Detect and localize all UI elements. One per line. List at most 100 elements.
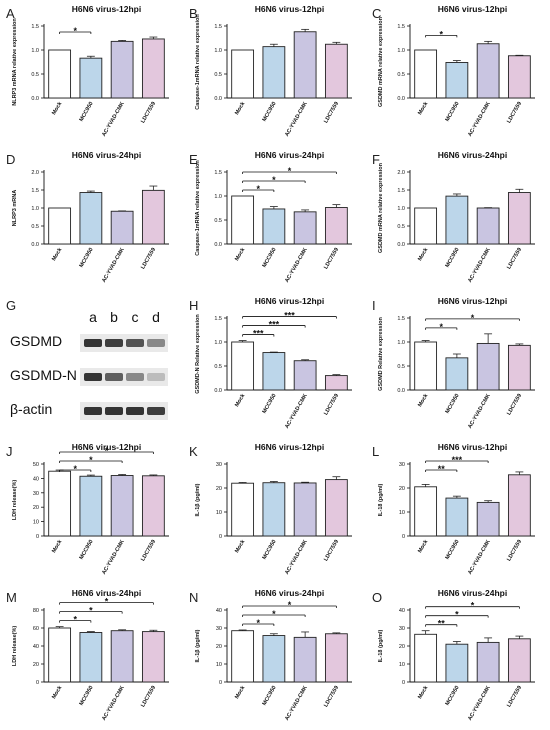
y-tick-label: 30 bbox=[216, 462, 222, 468]
x-category-label: AC-YVAD-CMK bbox=[467, 393, 492, 430]
bar-mcc950 bbox=[79, 475, 103, 537]
x-category-label: MCC950 bbox=[262, 247, 278, 269]
x-category-label: LDC7559 bbox=[140, 101, 157, 124]
significance-label: * bbox=[73, 26, 77, 36]
panel-d: D H6N6 virus-24hpi NLRP3 mRNA 0.0 0.5 1.0 1.5 2… bbox=[6, 150, 169, 284]
panel-l: L H6N6 virus-12hpi IL-18 (pg/ml) 0 10 20 30 Moc… bbox=[372, 442, 535, 576]
x-category-label: MCC950 bbox=[262, 101, 278, 123]
chart-title: H6N6 virus-12hpi bbox=[72, 4, 141, 14]
x-category-label: LDC7559 bbox=[323, 247, 340, 270]
y-tick-label: 10 bbox=[216, 510, 222, 516]
panel-a: A H6N6 virus-12hpi NLRP3 mRNA relative exp… bbox=[6, 4, 169, 138]
y-axis-label: Caspase-1mRNA relative expression bbox=[195, 160, 201, 256]
bar-mock bbox=[48, 207, 72, 245]
y-axis-label: IL-1β (pg/ml) bbox=[195, 483, 201, 516]
significance-label: * bbox=[455, 610, 459, 620]
x-category-label: LDC7559 bbox=[140, 685, 157, 708]
panel-i: I H6N6 virus-12hpi GSDMD Relative expressi… bbox=[372, 296, 535, 430]
y-tick-label: 1.5 bbox=[397, 24, 405, 30]
bar-ldc7559 bbox=[324, 633, 348, 683]
y-axis-label: NLRP3 mRNA bbox=[12, 190, 18, 226]
x-category-label: Mock bbox=[417, 684, 430, 700]
x-category-label: LDC7559 bbox=[506, 247, 523, 270]
bar-ac-yvad-cmk bbox=[476, 342, 500, 391]
chart-title: H6N6 virus-12hpi bbox=[438, 442, 507, 452]
y-tick-label: 20 bbox=[33, 505, 39, 511]
bar-ac-yvad-cmk bbox=[110, 210, 134, 245]
panel-b: B H6N6 virus-12hpi Caspase-1mRNA relative … bbox=[189, 4, 352, 138]
panel-k: K H6N6 virus-12hpi IL-1β (pg/ml) 0 10 20 30 Moc… bbox=[189, 442, 352, 576]
x-category-label: MCC950 bbox=[79, 685, 95, 707]
y-tick-label: 10 bbox=[216, 662, 222, 668]
y-tick-label: 60 bbox=[33, 626, 39, 632]
bar-ac-yvad-cmk bbox=[293, 482, 317, 537]
bar-ac-yvad-cmk bbox=[293, 211, 317, 245]
y-axis-label: NLRP3 mRNA relative expression bbox=[12, 18, 18, 106]
y-tick-label: 1.5 bbox=[397, 316, 405, 322]
significance-label: ** bbox=[438, 619, 446, 629]
significance-label: * bbox=[288, 166, 292, 176]
blot-band bbox=[126, 339, 144, 347]
x-category-label: Mock bbox=[234, 538, 247, 554]
x-category-label: LDC7559 bbox=[323, 685, 340, 708]
bar-ldc7559 bbox=[141, 631, 165, 683]
panel-h: H H6N6 virus-12hpi GSDMD-N Relative expres… bbox=[189, 296, 352, 430]
x-category-label: AC-YVAD-CMK bbox=[467, 247, 492, 284]
x-category-label: AC-YVAD-CMK bbox=[467, 539, 492, 576]
significance-label: * bbox=[439, 29, 443, 39]
x-category-label: AC-YVAD-CMK bbox=[467, 101, 492, 138]
significance-label: *** bbox=[253, 329, 264, 339]
y-axis-label: LDH release(%) bbox=[12, 626, 18, 667]
panel-n: N H6N6 virus-24hpi IL-1β (pg/ml) 0 10 20 30 40 M… bbox=[189, 588, 352, 722]
y-tick-label: 0.0 bbox=[214, 388, 222, 394]
lane-label: d bbox=[152, 309, 160, 325]
panel-label: J bbox=[6, 444, 13, 459]
significance-label: *** bbox=[284, 311, 295, 321]
bar-mcc950 bbox=[262, 208, 286, 245]
y-tick-label: 0.0 bbox=[397, 96, 405, 102]
bar-ac-yvad-cmk bbox=[110, 40, 134, 99]
y-tick-label: 1.0 bbox=[31, 48, 39, 54]
chart-title: H6N6 virus-24hpi bbox=[438, 588, 507, 598]
bar-mcc950 bbox=[445, 357, 469, 391]
x-category-label: Mock bbox=[234, 246, 247, 262]
significance-label: * bbox=[272, 175, 276, 185]
y-tick-label: 40 bbox=[399, 608, 405, 614]
panel-m: M H6N6 virus-24hpi LDH release(%) 0 20 40 60 80… bbox=[6, 588, 169, 722]
bar-ldc7559 bbox=[324, 375, 348, 391]
x-category-label: AC-YVAD-CMK bbox=[101, 685, 126, 722]
blot-band bbox=[105, 407, 123, 415]
bar-mcc950 bbox=[445, 62, 469, 99]
blot-band bbox=[84, 407, 102, 415]
bar-ac-yvad-cmk bbox=[476, 501, 500, 537]
chart-title: H6N6 virus-12hpi bbox=[438, 4, 507, 14]
y-tick-label: 0.0 bbox=[214, 242, 222, 248]
significance-label: * bbox=[288, 600, 292, 610]
bar-ldc7559 bbox=[141, 475, 165, 537]
blot-band bbox=[147, 339, 165, 347]
chart-title: H6N6 virus-24hpi bbox=[72, 150, 141, 160]
y-tick-label: 0.5 bbox=[214, 72, 222, 78]
significance-label: * bbox=[471, 313, 475, 323]
bar-ldc7559 bbox=[507, 192, 531, 245]
y-tick-label: 20 bbox=[216, 644, 222, 650]
y-tick-label: 20 bbox=[216, 486, 222, 492]
bar-ac-yvad-cmk bbox=[476, 43, 500, 99]
y-tick-label: 0.5 bbox=[397, 224, 405, 230]
y-tick-label: 0.5 bbox=[31, 224, 39, 230]
chart-title: H6N6 virus-12hpi bbox=[438, 296, 507, 306]
y-tick-label: 0 bbox=[219, 534, 222, 540]
x-category-label: LDC7559 bbox=[323, 393, 340, 416]
chart-title: H6N6 virus-12hpi bbox=[72, 442, 141, 452]
bar-mcc950 bbox=[79, 57, 103, 99]
panel-label: K bbox=[189, 444, 198, 459]
y-tick-label: 0 bbox=[402, 680, 405, 686]
y-tick-label: 30 bbox=[399, 462, 405, 468]
blot-membrane bbox=[80, 402, 168, 420]
panel-c: C H6N6 virus-12hpi GSDMD mRNA relative exp… bbox=[372, 4, 535, 138]
bar-ac-yvad-cmk bbox=[110, 630, 134, 683]
x-category-label: MCC950 bbox=[262, 539, 278, 561]
x-category-label: LDC7559 bbox=[506, 101, 523, 124]
panel-label: A bbox=[6, 6, 15, 21]
x-category-label: MCC950 bbox=[445, 393, 461, 415]
